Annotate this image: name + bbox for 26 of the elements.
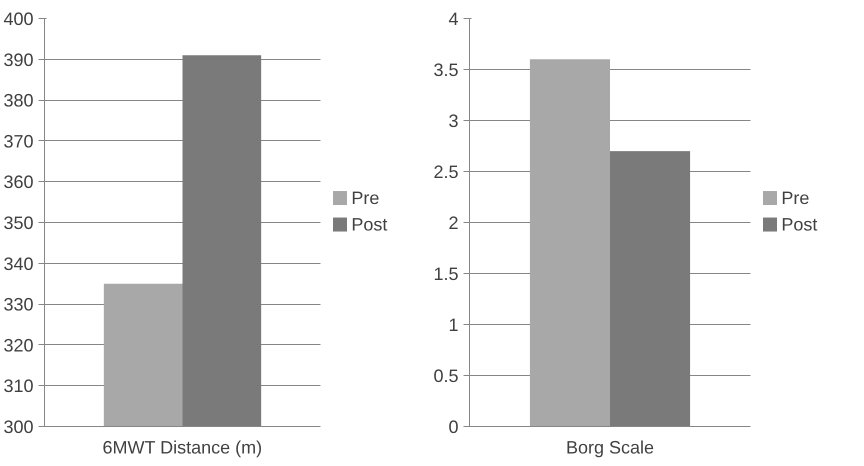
y-tick-label: 330 xyxy=(3,294,34,315)
y-tick-label: 400 xyxy=(3,9,34,29)
y-tick-label: 1.5 xyxy=(433,264,459,284)
y-tick-label: 2.5 xyxy=(433,162,459,182)
y-tick-label: 380 xyxy=(3,90,34,111)
y-tick-label: 3 xyxy=(448,111,459,131)
y-tick-label: 340 xyxy=(3,254,34,274)
y-tick-label: 360 xyxy=(3,172,34,192)
y-tick-label: 310 xyxy=(3,376,34,396)
y-tick-label: 2 xyxy=(448,213,459,233)
y-tick-label: 390 xyxy=(3,50,34,70)
legend-label: Post xyxy=(781,214,818,235)
legend-label: Post xyxy=(351,214,388,235)
x-tick-label: Borg Scale xyxy=(566,438,654,458)
y-tick-label: 3.5 xyxy=(433,60,459,80)
y-tick-label: 350 xyxy=(3,213,34,233)
y-tick-label: 370 xyxy=(3,131,34,152)
y-tick-label: 0 xyxy=(448,417,459,437)
legend-label: Pre xyxy=(351,188,380,208)
y-tick-label: 4 xyxy=(448,9,459,29)
y-tick-label: 1 xyxy=(448,315,459,335)
y-tick-label: 300 xyxy=(3,417,34,437)
x-tick-label: 6MWT Distance (m) xyxy=(102,438,262,458)
y-tick-label: 0.5 xyxy=(433,366,459,386)
legend-label: Pre xyxy=(781,188,810,208)
y-tick-label: 320 xyxy=(3,335,34,356)
